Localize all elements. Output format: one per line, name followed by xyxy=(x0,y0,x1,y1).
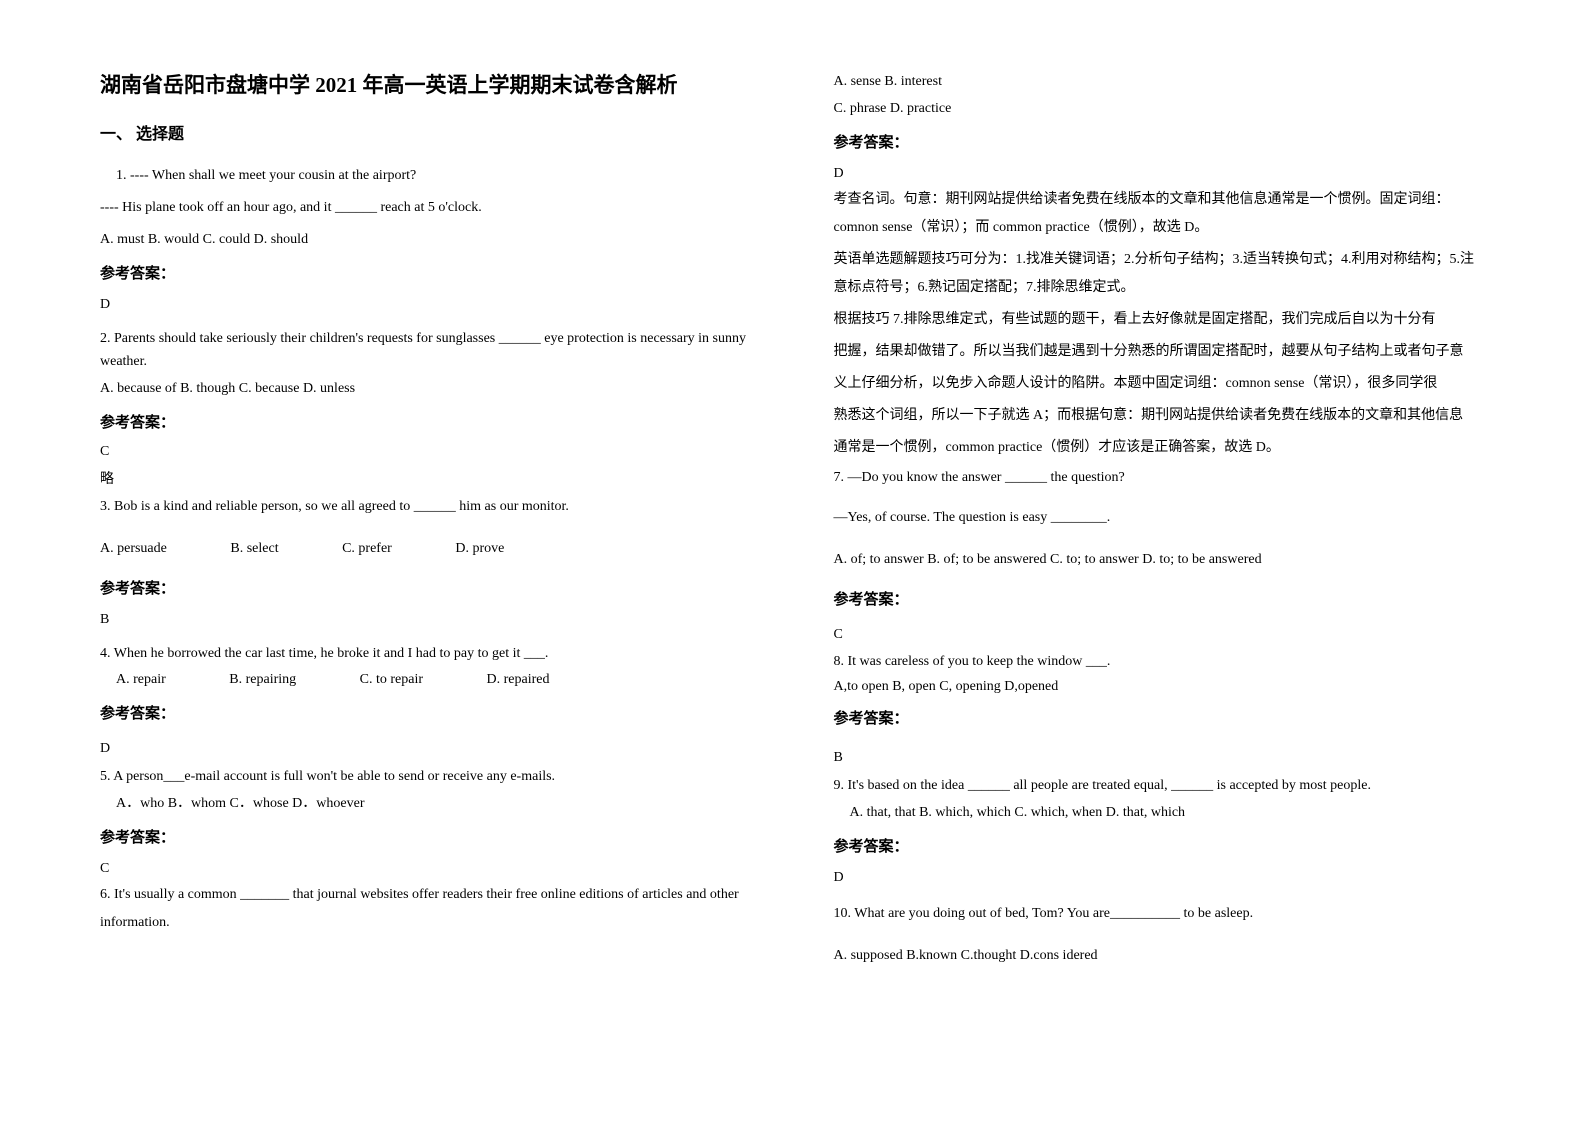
q9-answer-label: 参考答案： xyxy=(834,835,1488,856)
q6-answer: D xyxy=(834,166,1488,182)
q4-answer: D xyxy=(100,737,754,761)
q8-stem: 8. It was careless of you to keep the wi… xyxy=(834,650,1488,674)
q6-answer-label: 参考答案： xyxy=(834,131,1488,152)
q8-answer-label: 参考答案： xyxy=(834,707,1488,733)
q1-stem-line1: 1. ---- When shall we meet your cousin a… xyxy=(100,162,754,190)
q2-answer: C xyxy=(100,440,754,464)
q6-explain-1: 考查名词。句意：期刊网站提供给读者免费在线版本的文章和其他信息通常是一个惯例。固… xyxy=(834,186,1488,242)
q6-explain-4: 把握，结果却做错了。所以当我们越是遇到十分熟悉的所谓固定搭配时，越要从句子结构上… xyxy=(834,338,1488,366)
section-heading: 一、 选择题 xyxy=(100,120,754,144)
q7-stem-line1: 7. —Do you know the answer ______ the qu… xyxy=(834,466,1488,490)
q3-answer: B xyxy=(100,612,754,628)
q6-explain-3: 根据技巧 7.排除思维定式，有些试题的题干，看上去好像就是固定搭配，我们完成后自… xyxy=(834,306,1488,334)
q1-stem-line2: ---- His plane took off an hour ago, and… xyxy=(100,194,754,222)
q2-stem: 2. Parents should take seriously their c… xyxy=(100,327,754,375)
q3-optA: A. persuade xyxy=(100,535,167,563)
q3-optC: C. prefer xyxy=(342,535,392,563)
q5-answer: C xyxy=(100,861,754,877)
left-column: 湖南省岳阳市盘塘中学 2021 年高一英语上学期期末试卷含解析 一、 选择题 1… xyxy=(0,0,794,1122)
q8-answer: B xyxy=(834,746,1488,770)
right-column: A. sense B. interest C. phrase D. practi… xyxy=(794,0,1587,1122)
q4-stem: 4. When he borrowed the car last time, h… xyxy=(100,642,754,666)
q2-answer-label: 参考答案： xyxy=(100,411,754,432)
q3-options: A. persuade B. select C. prefer D. prove xyxy=(100,535,754,563)
q3-answer-label: 参考答案： xyxy=(100,577,754,598)
q4-optA: A. repair xyxy=(116,666,166,694)
q7-answer-label: 参考答案： xyxy=(834,588,1488,609)
page-title: 湖南省岳阳市盘塘中学 2021 年高一英语上学期期末试卷含解析 xyxy=(100,70,754,102)
q1-answer: D xyxy=(100,297,754,313)
q6-stem: 6. It's usually a common _______ that jo… xyxy=(100,881,754,937)
q3-optD: D. prove xyxy=(455,535,504,563)
q6-explain-7: 通常是一个惯例，common practice（惯例）才应该是正确答案，故选 D… xyxy=(834,434,1488,462)
q9-answer: D xyxy=(834,870,1488,886)
q5-stem: 5. A person___e-mail account is full won… xyxy=(100,765,754,789)
q4-optD: D. repaired xyxy=(487,666,550,694)
q6-options-row2: C. phrase D. practice xyxy=(834,95,1488,123)
q10-stem: 10. What are you doing out of bed, Tom? … xyxy=(834,900,1488,928)
q5-answer-label: 参考答案： xyxy=(100,826,754,847)
q10-options: A. supposed B.known C.thought D.cons ide… xyxy=(834,942,1488,970)
q6-explain-6: 熟悉这个词组，所以一下子就选 A；而根据句意：期刊网站提供给读者免费在线版本的文… xyxy=(834,402,1488,430)
exam-page: 湖南省岳阳市盘塘中学 2021 年高一英语上学期期末试卷含解析 一、 选择题 1… xyxy=(0,0,1587,1122)
q2-options: A. because of B. though C. because D. un… xyxy=(100,375,754,403)
q7-options: A. of; to answer B. of; to be answered C… xyxy=(834,546,1488,574)
q2-note: 略 xyxy=(100,468,754,492)
q3-stem: 3. Bob is a kind and reliable person, so… xyxy=(100,493,754,521)
q4-options: A. repair B. repairing C. to repair D. r… xyxy=(100,666,754,694)
q4-answer-label: 参考答案： xyxy=(100,702,754,723)
q1-answer-label: 参考答案： xyxy=(100,262,754,283)
q5-options: A．who B．whom C．whose D．whoever xyxy=(100,790,754,818)
q4-optB: B. repairing xyxy=(229,666,296,694)
q9-options: A. that, that B. which, which C. which, … xyxy=(834,799,1488,827)
q3-optB: B. select xyxy=(230,535,278,563)
q1-options: A. must B. would C. could D. should xyxy=(100,226,754,254)
q7-stem-line2: —Yes, of course. The question is easy __… xyxy=(834,504,1488,532)
q9-stem: 9. It's based on the idea ______ all peo… xyxy=(834,774,1488,798)
q6-explain-2: 英语单选题解题技巧可分为：1.找准关键词语；2.分析句子结构；3.适当转换句式；… xyxy=(834,246,1488,302)
q6-options-row1: A. sense B. interest xyxy=(834,70,1488,94)
q6-explain-5: 义上仔细分析，以免步入命题人设计的陷阱。本题中固定词组：comnon sense… xyxy=(834,370,1488,398)
q8-options: A,to open B, open C, opening D,opened xyxy=(834,675,1488,699)
q7-answer: C xyxy=(834,623,1488,647)
q4-optC: C. to repair xyxy=(360,666,423,694)
